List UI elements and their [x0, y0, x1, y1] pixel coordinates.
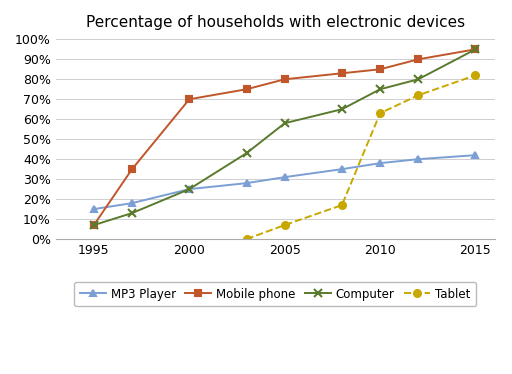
Mobile phone — [282, 77, 288, 82]
Mobile phone — [473, 47, 479, 52]
Mobile phone — [377, 67, 383, 71]
Title: Percentage of households with electronic devices: Percentage of households with electronic… — [86, 15, 465, 30]
MP3 Player — [186, 187, 193, 191]
MP3 Player — [129, 201, 135, 205]
Mobile phone — [186, 97, 193, 101]
Mobile phone — [91, 223, 97, 227]
Mobile phone — [339, 71, 345, 76]
Computer — [339, 107, 345, 111]
MP3 Player — [473, 153, 479, 157]
Computer — [186, 187, 193, 191]
Line: Tablet: Tablet — [243, 72, 479, 242]
Mobile phone — [129, 167, 135, 171]
Mobile phone — [415, 57, 421, 62]
MP3 Player — [415, 157, 421, 162]
MP3 Player — [91, 207, 97, 211]
Computer — [415, 77, 421, 82]
Computer — [91, 223, 97, 227]
Computer — [473, 47, 479, 52]
MP3 Player — [282, 175, 288, 180]
Line: MP3 Player: MP3 Player — [91, 152, 479, 212]
Line: Mobile phone: Mobile phone — [91, 46, 479, 229]
Tablet — [244, 237, 250, 241]
Tablet — [415, 93, 421, 98]
Computer — [244, 151, 250, 156]
MP3 Player — [339, 167, 345, 171]
Tablet — [473, 73, 479, 77]
Tablet — [339, 203, 345, 207]
MP3 Player — [377, 161, 383, 165]
Mobile phone — [244, 87, 250, 92]
Computer — [129, 211, 135, 215]
Tablet — [282, 223, 288, 227]
MP3 Player — [244, 181, 250, 186]
Legend: MP3 Player, Mobile phone, Computer, Tablet: MP3 Player, Mobile phone, Computer, Tabl… — [74, 282, 476, 306]
Computer — [377, 87, 383, 92]
Computer — [282, 121, 288, 125]
Line: Computer: Computer — [90, 45, 480, 229]
Tablet — [377, 111, 383, 116]
